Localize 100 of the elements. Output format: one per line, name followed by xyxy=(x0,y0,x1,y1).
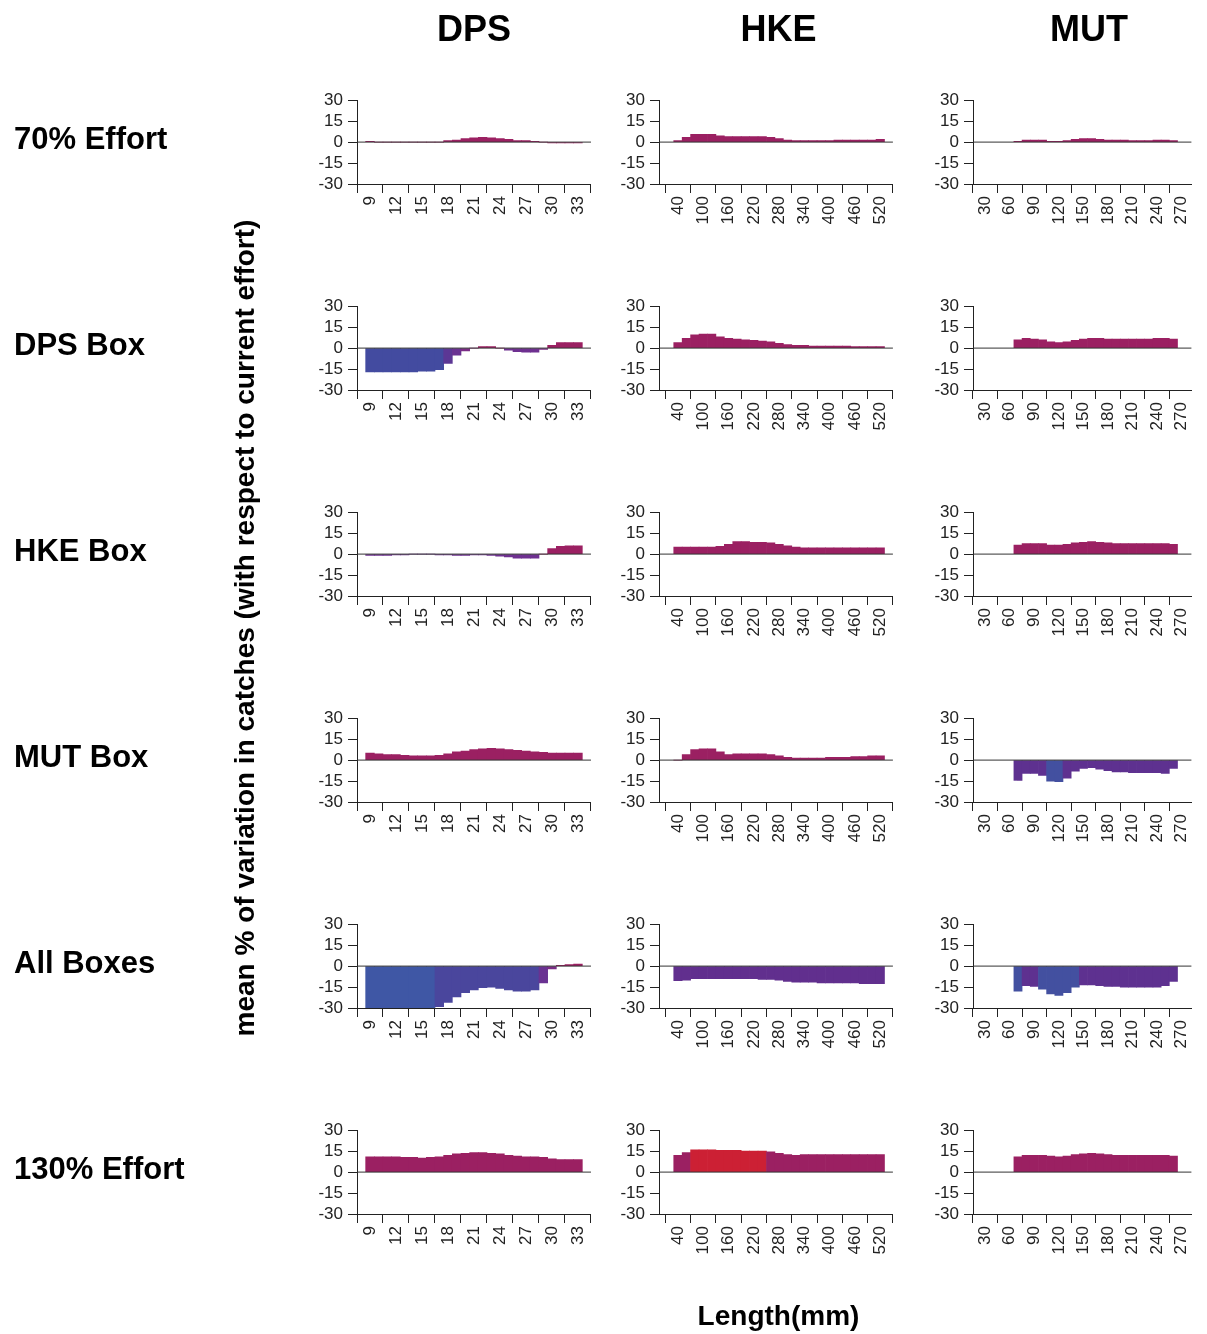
y-tick-label: 0 xyxy=(949,543,959,563)
y-tick-label: -30 xyxy=(318,585,343,605)
y-tick-label: 0 xyxy=(635,749,645,769)
x-tick-label: 90 xyxy=(1024,1020,1044,1039)
y-tick-label: 15 xyxy=(940,728,959,748)
x-tick-label: 160 xyxy=(718,608,738,637)
x-tick-label: 27 xyxy=(515,196,535,215)
x-tick-label: 27 xyxy=(515,1226,535,1245)
y-tick-label: 30 xyxy=(324,707,343,727)
x-tick-label: 340 xyxy=(794,402,814,431)
x-tick-label: 220 xyxy=(743,814,763,843)
y-tick-label: 15 xyxy=(626,728,645,748)
x-tick-label: 210 xyxy=(1122,1020,1142,1049)
y-axis-title: 130% Effort xyxy=(14,1150,185,1187)
chart-title: HKE xyxy=(739,8,818,50)
x-tick-label: 100 xyxy=(692,402,712,431)
y-tick-label: 0 xyxy=(635,131,645,151)
x-tick-label: 240 xyxy=(1146,1020,1166,1049)
y-tick-label: 0 xyxy=(333,749,343,769)
y-tick-label: -30 xyxy=(318,379,343,399)
y-axis-title: MUT Box xyxy=(14,738,149,775)
y-tick-label: -30 xyxy=(934,585,959,605)
y-tick-label: -30 xyxy=(620,1203,645,1223)
x-tick-label: 520 xyxy=(869,608,889,637)
y-tick-label: -15 xyxy=(934,152,959,172)
y-tick-label: 15 xyxy=(626,316,645,336)
x-tick-label: 40 xyxy=(667,402,687,421)
y-tick-label: -30 xyxy=(620,997,645,1017)
y-tick-label: 15 xyxy=(626,934,645,954)
y-tick-label: -15 xyxy=(620,152,645,172)
x-tick-label: 220 xyxy=(743,1226,763,1255)
x-tick-label: 520 xyxy=(869,1020,889,1049)
x-tick-label: 24 xyxy=(489,608,509,627)
x-tick-label: 280 xyxy=(768,1020,788,1049)
x-tick-label: 280 xyxy=(768,814,788,843)
x-tick-label: 460 xyxy=(844,1020,864,1049)
y-tick-label: 0 xyxy=(635,337,645,357)
x-tick-label: 9 xyxy=(359,1020,379,1030)
y-tick-label: 15 xyxy=(626,1140,645,1160)
y-tick-label: 15 xyxy=(324,1140,343,1160)
y-tick-label: -30 xyxy=(620,173,645,193)
y-axis-title: 70% Effort xyxy=(14,120,168,157)
y-tick-label: -30 xyxy=(318,791,343,811)
x-tick-label: 180 xyxy=(1097,402,1117,431)
x-tick-label: 240 xyxy=(1146,1226,1166,1255)
y-tick-label: 0 xyxy=(949,749,959,769)
x-tick-label: 100 xyxy=(692,608,712,637)
x-tick-label: 40 xyxy=(667,1020,687,1039)
x-tick-label: 160 xyxy=(718,814,738,843)
x-tick-label: 150 xyxy=(1073,402,1093,431)
x-tick-label: 30 xyxy=(541,402,561,421)
x-tick-label: 30 xyxy=(974,1020,994,1039)
x-tick-label: 220 xyxy=(743,196,763,225)
x-tick-label: 210 xyxy=(1122,196,1142,225)
y-tick-label: -30 xyxy=(318,997,343,1017)
y-tick-label: 15 xyxy=(940,110,959,130)
y-tick-label: 30 xyxy=(940,501,959,521)
x-tick-label: 270 xyxy=(1171,402,1191,431)
x-tick-label: 30 xyxy=(974,196,994,215)
y-tick-label: -15 xyxy=(318,152,343,172)
x-tick-label: 460 xyxy=(844,608,864,637)
y-tick-label: 15 xyxy=(324,110,343,130)
y-tick-label: -15 xyxy=(934,770,959,790)
x-tick-label: 33 xyxy=(567,814,587,833)
x-tick-label: 21 xyxy=(463,608,483,627)
x-tick-label: 33 xyxy=(567,402,587,421)
x-tick-label: 160 xyxy=(718,1020,738,1049)
y-tick-label: -30 xyxy=(934,379,959,399)
y-tick-label: 15 xyxy=(324,728,343,748)
x-tick-label: 120 xyxy=(1048,1020,1068,1049)
x-tick-label: 60 xyxy=(999,402,1019,421)
y-tick-label: -15 xyxy=(318,976,343,996)
x-tick-label: 30 xyxy=(974,814,994,833)
x-axis-title: Length(mm) xyxy=(696,1300,861,1332)
x-tick-label: 18 xyxy=(437,1020,457,1039)
y-tick-label: -30 xyxy=(318,1203,343,1223)
x-tick-label: 210 xyxy=(1122,814,1142,843)
x-tick-label: 9 xyxy=(359,608,379,618)
x-tick-label: 24 xyxy=(489,1226,509,1245)
x-tick-label: 40 xyxy=(667,814,687,833)
x-tick-label: 90 xyxy=(1024,196,1044,215)
x-tick-label: 180 xyxy=(1097,814,1117,843)
y-tick-label: 15 xyxy=(940,316,959,336)
x-tick-label: 240 xyxy=(1146,814,1166,843)
x-tick-label: 120 xyxy=(1048,608,1068,637)
x-tick-label: 21 xyxy=(463,1020,483,1039)
x-tick-label: 90 xyxy=(1024,1226,1044,1245)
x-tick-label: 100 xyxy=(692,196,712,225)
x-tick-label: 9 xyxy=(359,196,379,206)
x-tick-label: 270 xyxy=(1171,814,1191,843)
x-tick-label: 280 xyxy=(768,402,788,431)
x-tick-label: 40 xyxy=(667,608,687,627)
x-tick-label: 27 xyxy=(515,814,535,833)
y-tick-label: -15 xyxy=(620,358,645,378)
x-tick-label: 15 xyxy=(411,814,431,833)
y-tick-label: 30 xyxy=(940,1119,959,1139)
x-tick-label: 180 xyxy=(1097,1226,1117,1255)
y-tick-label: -15 xyxy=(318,1182,343,1202)
x-tick-label: 160 xyxy=(718,196,738,225)
x-tick-label: 180 xyxy=(1097,196,1117,225)
